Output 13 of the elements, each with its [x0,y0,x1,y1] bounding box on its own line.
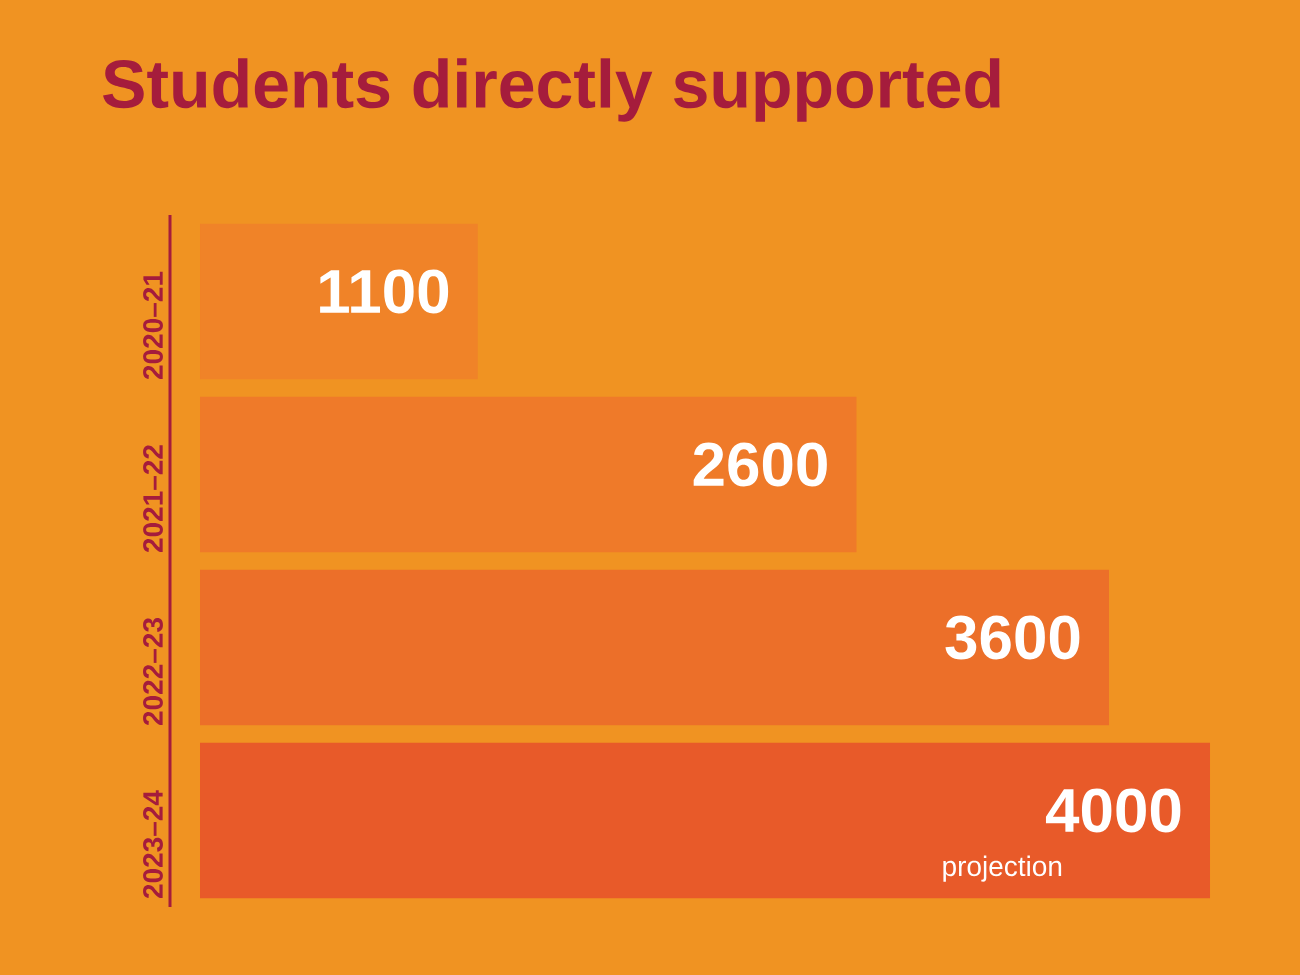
y-tick-label: 2020–21 [143,271,163,380]
data-label: 4000 [1045,788,1181,833]
data-label: 3600 [945,615,1080,660]
data-label: 2600 [693,442,827,487]
y-tick-label: 2022–23 [143,618,163,726]
bar [200,742,1211,899]
y-tick-label: 2021–22 [143,445,163,553]
y-tick-label: 2023–24 [143,790,163,899]
annotation: projection [943,855,1062,882]
chart-title: Students directly supported [103,58,1000,122]
bar [200,396,857,553]
data-label: 1100 [320,269,449,314]
bar [200,569,1110,726]
